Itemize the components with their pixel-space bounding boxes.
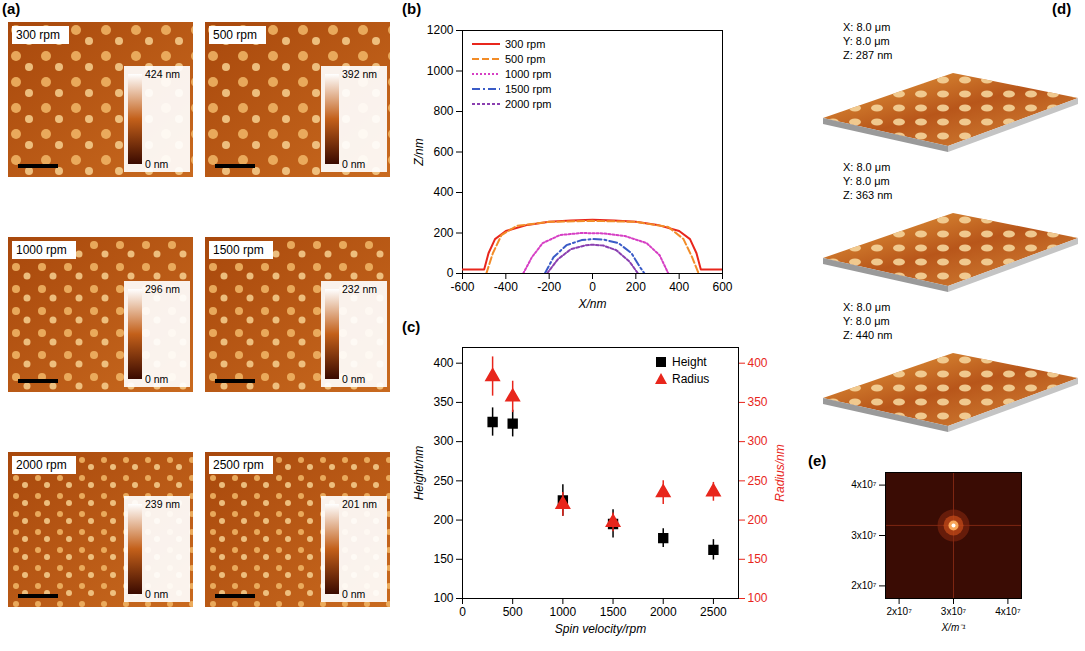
svg-text:350: 350 — [748, 395, 768, 409]
svg-text:300: 300 — [433, 434, 453, 448]
svg-text:2000: 2000 — [650, 605, 677, 619]
svg-text:250: 250 — [748, 474, 768, 488]
svg-text:Radius: Radius — [672, 372, 709, 386]
svg-text:3x10⁷: 3x10⁷ — [941, 606, 967, 617]
svg-text:100: 100 — [433, 591, 453, 605]
svg-text:Radius/nm: Radius/nm — [773, 444, 787, 501]
svg-text:4x10⁷: 4x10⁷ — [851, 479, 877, 490]
svg-text:500: 500 — [503, 605, 523, 619]
svg-text:2000 rpm: 2000 rpm — [16, 458, 67, 472]
svg-text:201 nm: 201 nm — [342, 498, 377, 510]
svg-text:Z: 287 nm: Z: 287 nm — [843, 49, 893, 61]
svg-text:0 nm: 0 nm — [342, 588, 366, 600]
svg-text:2000 rpm: 2000 rpm — [505, 98, 551, 110]
svg-text:2500 rpm: 2500 rpm — [213, 458, 264, 472]
svg-text:1500 rpm: 1500 rpm — [505, 83, 551, 95]
svg-text:400: 400 — [433, 356, 453, 370]
svg-text:392 nm: 392 nm — [342, 68, 377, 80]
svg-text:1500 rpm: 1500 rpm — [213, 243, 264, 257]
svg-text:4x10⁷: 4x10⁷ — [995, 606, 1021, 617]
svg-text:1000: 1000 — [427, 64, 454, 78]
svg-text:200: 200 — [748, 513, 768, 527]
svg-text:-200: -200 — [537, 280, 561, 294]
svg-text:200: 200 — [433, 513, 453, 527]
svg-text:0: 0 — [459, 605, 466, 619]
svg-text:250: 250 — [433, 474, 453, 488]
svg-text:1000 rpm: 1000 rpm — [16, 243, 67, 257]
svg-text:500 rpm: 500 rpm — [213, 28, 257, 42]
svg-text:Y: 8.0 μm: Y: 8.0 μm — [843, 35, 890, 47]
svg-text:2500: 2500 — [700, 605, 727, 619]
svg-text:X/m⁻¹: X/m⁻¹ — [940, 622, 966, 633]
svg-text:3x10⁷: 3x10⁷ — [851, 530, 877, 541]
svg-text:Height/nm: Height/nm — [412, 446, 426, 501]
svg-text:Height: Height — [672, 355, 707, 369]
html-text:(c): (c) — [402, 318, 421, 335]
svg-text:0 nm: 0 nm — [145, 588, 169, 600]
svg-text:Y: 8.0 μm: Y: 8.0 μm — [843, 315, 890, 327]
svg-text:300 rpm: 300 rpm — [16, 28, 60, 42]
svg-text:X: 8.0 μm: X: 8.0 μm — [843, 301, 890, 313]
svg-text:Y: 8.0 μm: Y: 8.0 μm — [843, 175, 890, 187]
svg-text:X/nm: X/nm — [577, 297, 606, 311]
svg-text:2x10⁷: 2x10⁷ — [886, 606, 912, 617]
svg-text:0: 0 — [447, 266, 454, 280]
svg-text:300 rpm: 300 rpm — [505, 38, 545, 50]
svg-text:X: 8.0 μm: X: 8.0 μm — [843, 161, 890, 173]
svg-text:Z: 440 nm: Z: 440 nm — [843, 329, 893, 341]
svg-text:-400: -400 — [494, 280, 518, 294]
html-text:(a): (a) — [2, 0, 21, 17]
svg-text:600: 600 — [433, 145, 453, 159]
svg-text:1200: 1200 — [427, 23, 454, 37]
html-text:(d): (d) — [1052, 0, 1072, 17]
svg-text:100: 100 — [748, 591, 768, 605]
svg-text:500 rpm: 500 rpm — [505, 53, 545, 65]
svg-text:200: 200 — [626, 280, 646, 294]
svg-text:232 nm: 232 nm — [342, 283, 377, 295]
svg-text:400: 400 — [669, 280, 689, 294]
svg-text:-600: -600 — [450, 280, 474, 294]
html-text:(b): (b) — [402, 0, 422, 17]
svg-text:Spin velocity/rpm: Spin velocity/rpm — [555, 622, 646, 636]
svg-text:424 nm: 424 nm — [145, 68, 180, 80]
svg-text:0 nm: 0 nm — [145, 373, 169, 385]
svg-text:400: 400 — [433, 185, 453, 199]
svg-text:400: 400 — [748, 356, 768, 370]
svg-text:200: 200 — [433, 226, 453, 240]
svg-text:2x10⁷: 2x10⁷ — [851, 580, 877, 591]
svg-text:Z/nm: Z/nm — [412, 138, 426, 166]
svg-text:300: 300 — [748, 434, 768, 448]
svg-text:0 nm: 0 nm — [145, 158, 169, 170]
svg-text:0: 0 — [589, 280, 596, 294]
svg-text:Z: 363 nm: Z: 363 nm — [843, 189, 893, 201]
svg-text:150: 150 — [748, 552, 768, 566]
svg-text:239 nm: 239 nm — [145, 498, 180, 510]
svg-text:0 nm: 0 nm — [342, 373, 366, 385]
svg-text:800: 800 — [433, 104, 453, 118]
svg-text:350: 350 — [433, 395, 453, 409]
svg-text:0 nm: 0 nm — [342, 158, 366, 170]
html-text:(e): (e) — [808, 452, 827, 469]
svg-text:1000: 1000 — [550, 605, 577, 619]
svg-text:1500: 1500 — [600, 605, 627, 619]
svg-text:150: 150 — [433, 552, 453, 566]
svg-text:600: 600 — [712, 280, 732, 294]
svg-text:X: 8.0 μm: X: 8.0 μm — [843, 21, 890, 33]
svg-text:1000 rpm: 1000 rpm — [505, 68, 551, 80]
svg-text:296 nm: 296 nm — [145, 283, 180, 295]
